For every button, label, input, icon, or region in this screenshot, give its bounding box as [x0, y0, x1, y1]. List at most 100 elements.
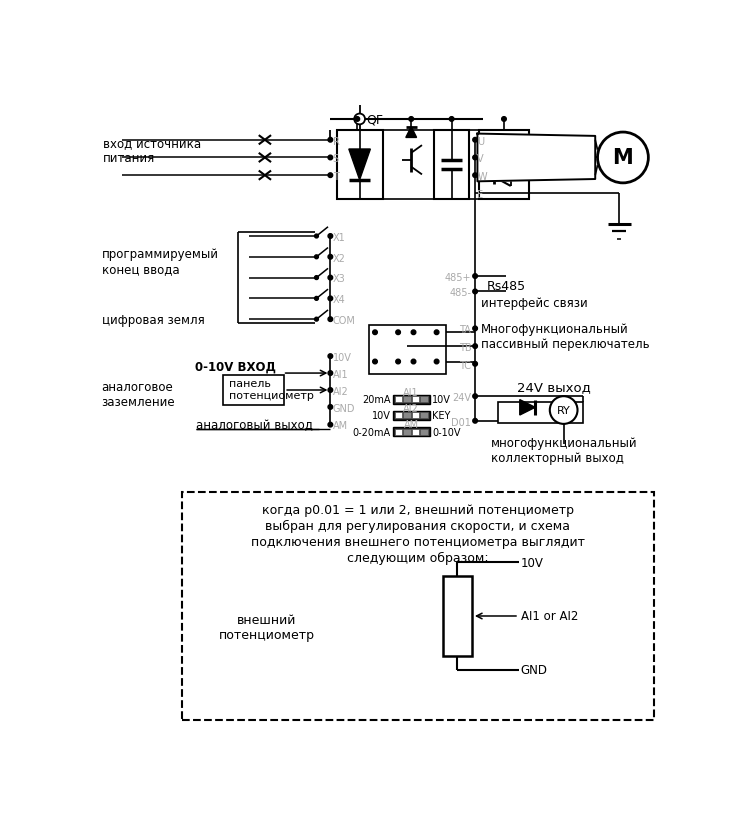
Text: внешний
потенциометр: внешний потенциометр [219, 613, 315, 641]
Circle shape [434, 360, 439, 364]
Text: S: S [333, 154, 339, 164]
Text: многофункциональный
коллекторный выход: многофункциональный коллекторный выход [491, 437, 637, 464]
Bar [420, 396, 428, 403]
Circle shape [328, 234, 333, 239]
Text: 10V: 10V [521, 556, 544, 569]
Bar [412, 396, 419, 403]
Text: AM: AM [404, 419, 419, 429]
Text: AI1 or AI2: AI1 or AI2 [521, 610, 578, 622]
Circle shape [328, 318, 333, 322]
Bar [392, 395, 430, 405]
Text: X4: X4 [333, 295, 345, 305]
Text: T: T [333, 172, 339, 182]
Bar [222, 376, 284, 405]
Text: программируемый
конец ввода: программируемый конец ввода [102, 248, 219, 276]
Circle shape [328, 296, 333, 301]
Text: 10V: 10V [333, 352, 351, 363]
Text: подключения внешнего потенциометра выглядит: подключения внешнего потенциометра выгля… [251, 536, 585, 549]
Bar [412, 413, 419, 419]
Bar [392, 428, 430, 437]
Circle shape [315, 235, 318, 238]
Circle shape [473, 174, 477, 179]
Circle shape [473, 327, 477, 332]
Circle shape [315, 256, 318, 260]
Bar [392, 411, 430, 420]
Text: U: U [477, 136, 485, 147]
Circle shape [473, 344, 477, 349]
Text: X2: X2 [333, 253, 345, 263]
Bar [403, 396, 410, 403]
Text: M: M [613, 148, 634, 168]
Text: 0-10V ВХОД: 0-10V ВХОД [195, 360, 276, 373]
Text: RY: RY [557, 405, 571, 415]
Text: GND: GND [333, 403, 355, 414]
Circle shape [473, 138, 477, 143]
Text: вход источника
питания: вход источника питания [103, 137, 201, 165]
Bar [420, 413, 428, 419]
Text: панель: панель [228, 378, 270, 388]
Circle shape [328, 256, 333, 260]
Text: AI2: AI2 [333, 387, 348, 396]
FancyBboxPatch shape [182, 493, 654, 720]
Circle shape [328, 355, 333, 359]
Circle shape [315, 297, 318, 301]
Circle shape [328, 371, 333, 376]
Circle shape [473, 362, 477, 367]
Circle shape [395, 360, 401, 364]
Bar [336, 130, 383, 200]
Text: COM: COM [333, 315, 356, 325]
Text: 10V: 10V [432, 395, 451, 405]
Bar [420, 429, 428, 435]
Circle shape [473, 419, 477, 423]
Circle shape [473, 290, 477, 294]
Circle shape [409, 117, 413, 122]
Text: 0-10V: 0-10V [432, 427, 461, 437]
Circle shape [411, 360, 416, 364]
Bar [395, 429, 402, 435]
Circle shape [473, 395, 477, 399]
Bar [403, 429, 410, 435]
Text: X1: X1 [333, 233, 345, 242]
Polygon shape [477, 134, 595, 182]
Bar [479, 130, 529, 200]
Circle shape [315, 276, 318, 280]
Circle shape [328, 405, 333, 410]
Circle shape [473, 274, 477, 279]
Text: 24V выход: 24V выход [517, 381, 591, 394]
Bar [369, 325, 446, 374]
Text: E: E [477, 189, 484, 199]
Text: следующим образом;: следующим образом; [347, 552, 488, 565]
Circle shape [373, 331, 377, 335]
Text: 10V: 10V [372, 411, 390, 421]
Circle shape [411, 331, 416, 335]
Text: TC: TC [459, 360, 471, 370]
Text: KEY: KEY [432, 411, 450, 421]
Circle shape [395, 331, 401, 335]
Circle shape [328, 174, 333, 179]
Text: цифровая земля: цифровая земля [102, 314, 204, 326]
Text: интерфейс связи: интерфейс связи [482, 296, 588, 310]
Text: QF: QF [366, 113, 383, 126]
Text: V: V [477, 154, 484, 164]
Circle shape [315, 318, 318, 322]
Circle shape [449, 117, 454, 122]
Text: TB: TB [458, 342, 471, 352]
Text: TA: TA [459, 325, 471, 335]
Circle shape [354, 115, 365, 125]
Polygon shape [406, 128, 416, 138]
Text: 20mA: 20mA [362, 395, 390, 405]
Text: Многофункциональный
пассивный переключатель: Многофункциональный пассивный переключат… [482, 323, 650, 351]
Text: GND: GND [521, 663, 548, 676]
Circle shape [598, 133, 649, 183]
Circle shape [373, 360, 377, 364]
Text: R: R [333, 136, 339, 147]
Circle shape [328, 276, 333, 281]
Bar [395, 396, 402, 403]
Text: W: W [477, 172, 487, 182]
Bar [443, 577, 472, 656]
Bar [412, 429, 419, 435]
Text: 485+: 485+ [445, 273, 471, 283]
Circle shape [328, 388, 333, 393]
Circle shape [355, 117, 360, 122]
Text: потенциометр: потенциометр [228, 391, 314, 400]
